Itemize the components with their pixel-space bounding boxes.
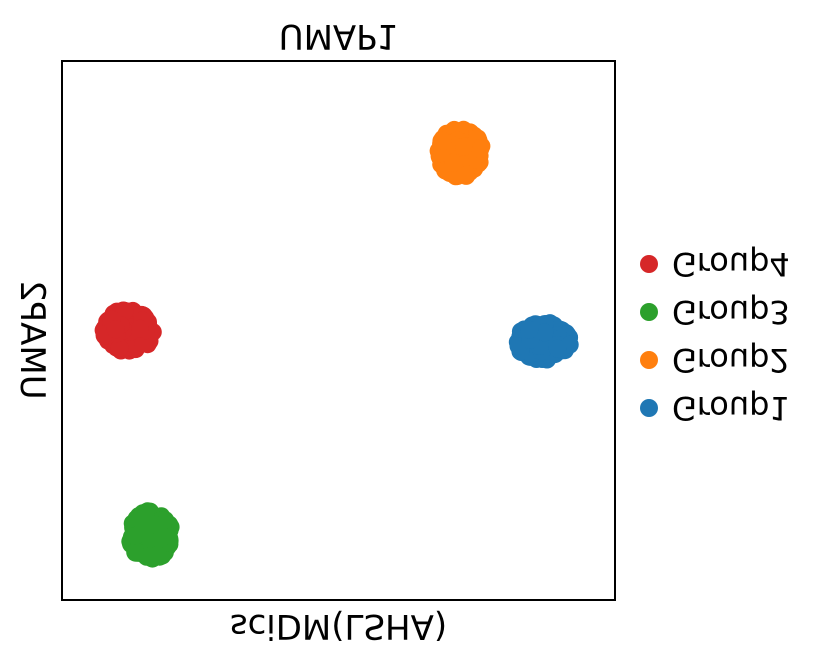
scatter-point <box>106 320 125 339</box>
scatter-point <box>154 527 173 546</box>
cluster-group1 <box>508 314 579 369</box>
scatter-point <box>433 132 452 150</box>
cluster-group3 <box>121 502 180 568</box>
legend-swatch <box>640 303 658 321</box>
legend-label: Group4 <box>672 245 790 283</box>
scatter-point <box>444 153 463 172</box>
legend-label: Group1 <box>672 389 790 427</box>
legend-item-group3: Group3 <box>640 288 815 336</box>
legend-swatch <box>640 399 658 417</box>
scatter-point <box>455 164 474 183</box>
scatter-point <box>110 338 129 357</box>
legend-item-group1: Group1 <box>640 384 815 432</box>
scatter-point <box>454 137 473 156</box>
scatter-point <box>131 319 149 338</box>
x-axis-label: sciDM(LSHA) <box>229 606 448 646</box>
cluster-group4 <box>94 301 162 360</box>
scatter-point <box>520 320 539 339</box>
legend-label: Group2 <box>672 341 790 379</box>
legend-swatch <box>640 351 658 369</box>
plot-frame <box>61 60 616 601</box>
scatter-point <box>548 339 567 358</box>
legend-swatch <box>640 255 658 273</box>
scatter-point <box>115 301 134 320</box>
legend-item-group4: Group4 <box>640 240 815 288</box>
legend-label: Group3 <box>672 293 790 331</box>
scatter-point <box>535 323 554 342</box>
y-axis-label: UMAP2 <box>12 280 52 400</box>
scatter-point <box>148 546 167 565</box>
scatter-point <box>471 140 490 158</box>
legend-item-group2: Group2 <box>640 336 815 384</box>
cluster-group2 <box>429 120 491 186</box>
scatter-point <box>140 514 159 533</box>
points-layer <box>94 120 579 568</box>
legend: Group4 Group3 Group2 Group1 <box>640 240 815 432</box>
